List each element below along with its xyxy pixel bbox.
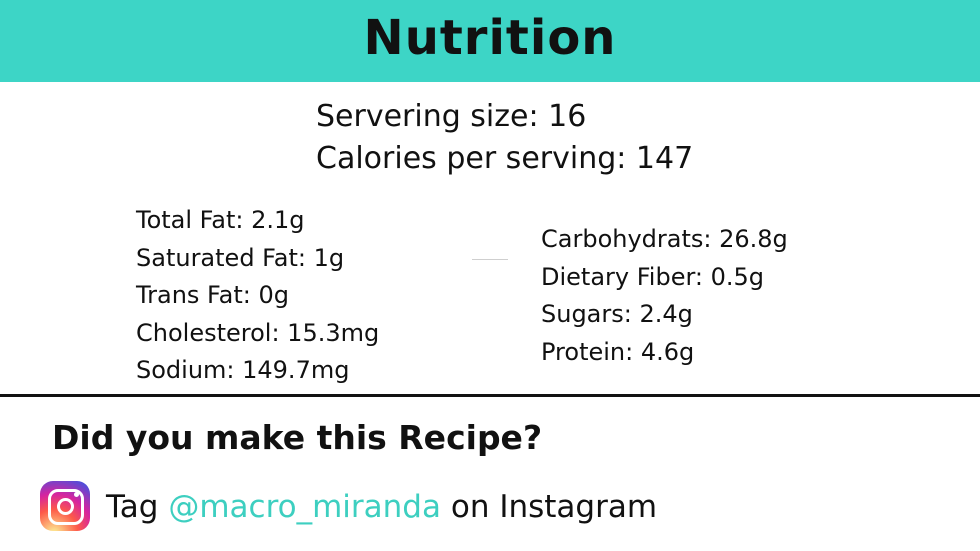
page-title: Nutrition: [363, 10, 617, 66]
serving-info: Servering size: 16 Calories per serving:…: [316, 96, 693, 180]
serving-size: Servering size: 16: [316, 99, 587, 134]
nutrient-total-fat: Total Fat: 2.1g: [136, 206, 305, 234]
nutrients-left-column: Total Fat: 2.1g Saturated Fat: 1g Trans …: [136, 202, 379, 390]
instagram-tagline: Tag @macro_miranda on Instagram: [106, 489, 657, 525]
instagram-icon-lens: [57, 498, 74, 515]
nutrient-trans-fat: Trans Fat: 0g: [136, 281, 289, 309]
nutrient-saturated-fat: Saturated Fat: 1g: [136, 243, 345, 272]
instagram-icon: [40, 481, 90, 531]
tag-suffix: on Instagram: [441, 489, 658, 525]
instagram-icon-frame: [48, 489, 84, 525]
column-separator: [472, 259, 508, 260]
nutrient-carbohydrates: Carbohydrats: 26.8g: [541, 225, 788, 253]
nutrients-right-column: Carbohydrats: 26.8g Dietary Fiber: 0.5g …: [541, 221, 788, 371]
nutrient-sugars: Sugars: 2.4g: [541, 300, 693, 328]
nutrient-dietary-fiber: Dietary Fiber: 0.5g: [541, 262, 765, 291]
nutrient-protein: Protein: 4.6g: [541, 337, 695, 366]
instagram-icon-dot: [74, 492, 79, 497]
calories-per-serving: Calories per serving: 147: [316, 141, 694, 176]
tag-prefix: Tag: [106, 489, 169, 525]
nutrient-sodium: Sodium: 149.7mg: [136, 356, 350, 384]
recipe-question: Did you make this Recipe?: [52, 418, 543, 457]
nutrient-cholesterol: Cholesterol: 15.3mg: [136, 318, 380, 347]
instagram-handle-link[interactable]: @macro_miranda: [168, 489, 441, 525]
section-divider: [0, 394, 980, 397]
title-banner: Nutrition: [0, 0, 980, 82]
